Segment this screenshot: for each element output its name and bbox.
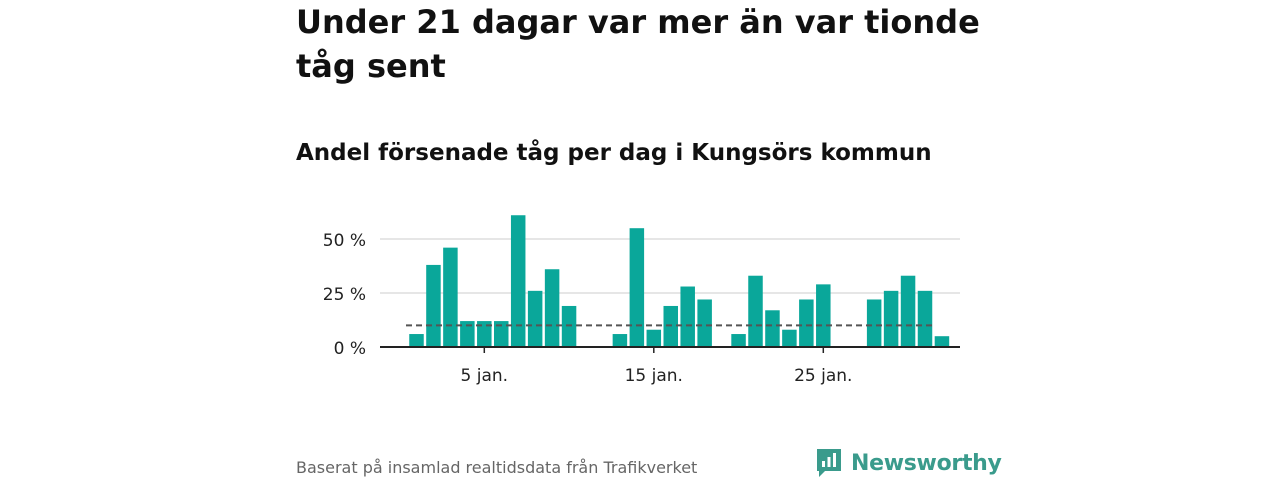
bar — [934, 336, 950, 347]
bar — [443, 247, 458, 347]
source-note: Baserat på insamlad realtidsdata från Tr… — [296, 458, 698, 477]
bar — [544, 269, 560, 347]
brand-name: Newsworthy — [851, 450, 1002, 476]
bar — [697, 299, 712, 347]
bar — [629, 228, 645, 347]
bar — [494, 321, 509, 347]
bar — [680, 286, 695, 347]
bar — [816, 284, 831, 347]
bar — [765, 310, 780, 347]
bar — [731, 334, 746, 347]
y-tick-label: 25 % — [323, 285, 366, 305]
y-tick-label: 0 % — [334, 339, 366, 359]
bar — [748, 275, 763, 347]
bar — [782, 329, 797, 347]
y-tick-label: 50 % — [323, 231, 366, 251]
bar — [612, 334, 628, 347]
x-tick-label: 15 jan. — [625, 366, 683, 386]
grid-lines — [380, 238, 960, 294]
bar — [900, 275, 916, 347]
bar — [663, 305, 678, 347]
bars — [409, 215, 950, 347]
bar — [561, 305, 577, 347]
bar — [527, 290, 543, 347]
newsworthy-logo-icon — [817, 449, 841, 477]
brand: Newsworthy — [815, 446, 1002, 480]
bar — [426, 264, 441, 347]
bar — [510, 215, 526, 347]
bar — [460, 321, 475, 347]
axes: 0 % 25 % 50 % 5 jan. 15 jan. 25 jan. — [323, 231, 960, 386]
bar — [917, 290, 933, 347]
bar — [883, 290, 899, 347]
bar — [409, 334, 424, 347]
bar — [646, 329, 662, 347]
chart-title: Under 21 dagar var mer än var tionde tåg… — [296, 3, 980, 85]
bar — [477, 321, 492, 347]
bar — [866, 299, 882, 347]
bar — [799, 299, 814, 347]
x-tick-label: 25 jan. — [794, 366, 852, 386]
chart-subtitle: Andel försenade tåg per dag i Kungsörs k… — [296, 140, 932, 166]
x-tick-label: 5 jan. — [461, 366, 509, 386]
